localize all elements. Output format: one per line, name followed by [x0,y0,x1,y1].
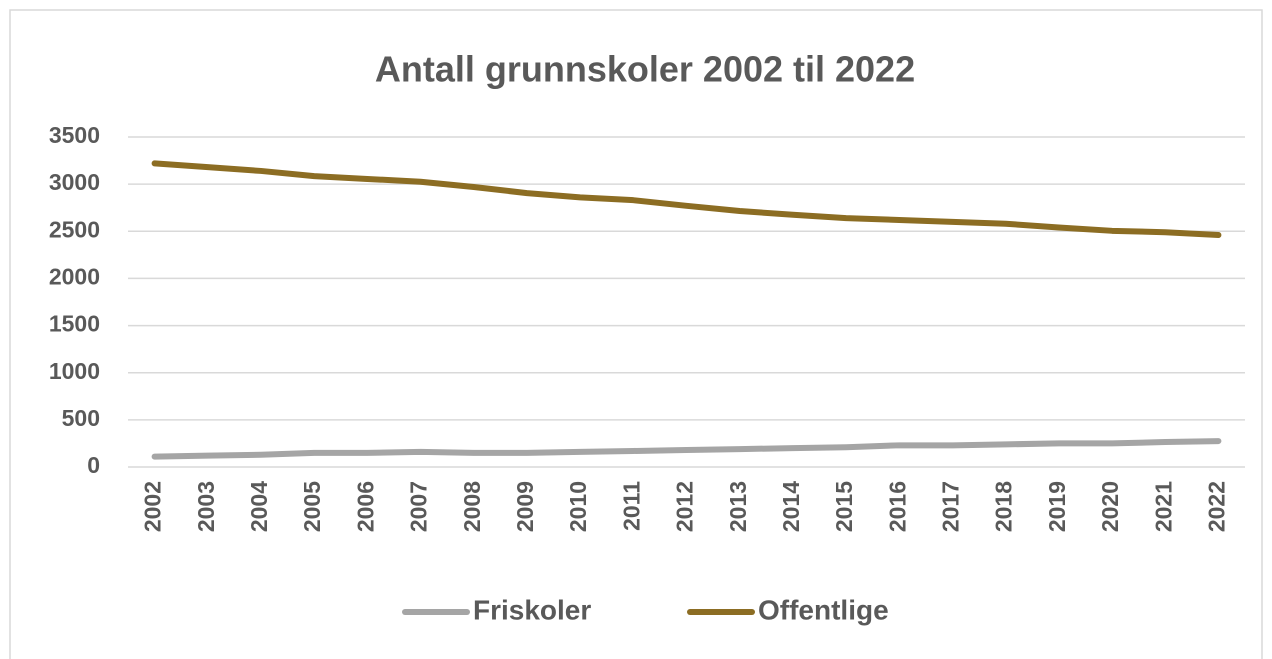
x-tick-label: 2006 [352,481,378,532]
series-line [151,438,1222,460]
y-tick-label: 500 [62,405,100,431]
x-tick-label: 2005 [299,481,325,532]
x-tick-label: 2012 [672,481,698,532]
x-tick-label: 2019 [1044,481,1070,532]
x-tick-label: 2015 [831,481,857,532]
x-tick-label: 2004 [246,481,272,532]
y-tick-label: 0 [87,452,100,478]
x-tick-label: 2016 [884,481,910,532]
x-tick-label: 2018 [991,481,1017,532]
y-tick-label: 3500 [49,122,100,148]
y-tick-label: 3000 [49,169,100,195]
chart-frame [9,9,1263,659]
y-tick-label: 2500 [49,216,100,242]
x-tick-label: 2021 [1150,481,1176,532]
x-tick-label: 2003 [193,481,219,532]
series-line [151,160,1222,239]
y-tick-label: 1500 [49,311,100,337]
y-tick-label: 1000 [49,358,100,384]
legend-label: Offentlige [758,594,889,625]
x-tick-label: 2022 [1203,481,1229,532]
x-tick-label: 2014 [778,481,804,532]
x-tick-label: 2009 [512,481,538,532]
legend-label: Friskoler [473,594,591,625]
x-tick-label: 2002 [140,481,166,532]
x-tick-label: 2017 [938,481,964,532]
x-tick-label: 2010 [565,481,591,532]
y-tick-label: 2000 [49,264,100,290]
x-tick-label: 2013 [725,481,751,532]
x-tick-label: 2007 [406,481,432,532]
x-tick-label: 2011 [618,481,644,531]
x-tick-label: 2020 [1097,481,1123,532]
chart-title: Antall grunnskoler 2002 til 2022 [375,49,915,90]
x-tick-label: 2008 [459,481,485,532]
